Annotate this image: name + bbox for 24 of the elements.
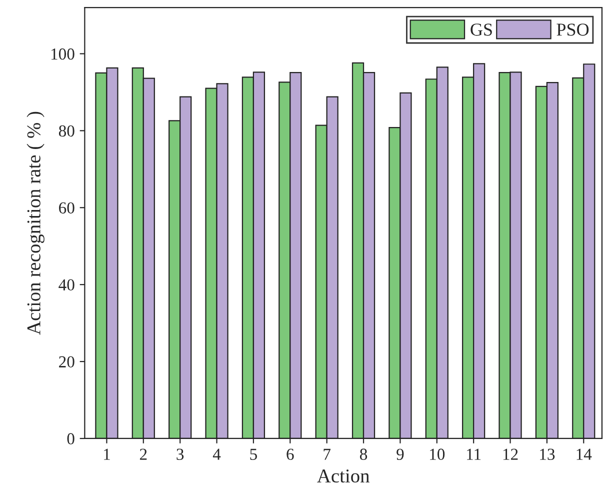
legend-label: PSO	[556, 24, 589, 36]
y-axis-title: Action recognition rate ( % )	[26, 112, 44, 335]
x-tick-label: 13	[540, 448, 555, 460]
x-tick-label: 7	[324, 448, 331, 460]
x-tick-label: 10	[430, 448, 445, 460]
y-tick-label: 80	[58, 125, 74, 137]
legend-label: GS	[470, 24, 492, 36]
x-tick-label: 11	[467, 448, 481, 460]
y-tick-label: 0	[67, 433, 74, 444]
x-tick-label: 9	[396, 448, 404, 460]
x-tick-label: 4	[212, 448, 221, 460]
x-tick-label: 12	[503, 448, 518, 460]
y-tick-label: 20	[59, 356, 74, 368]
x-tick-label: 2	[140, 448, 147, 460]
y-tick-label: 40	[58, 279, 74, 291]
x-tick-label: 1	[104, 448, 110, 460]
x-tick-label: 3	[176, 448, 184, 460]
y-tick-label: 100	[51, 48, 74, 60]
x-axis-title: Action	[317, 469, 370, 483]
x-tick-label: 5	[250, 448, 257, 460]
x-tick-label: 8	[360, 448, 368, 460]
y-tick-label: 60	[59, 202, 74, 214]
x-tick-label: 14	[576, 448, 592, 460]
x-tick-label: 6	[286, 448, 294, 460]
